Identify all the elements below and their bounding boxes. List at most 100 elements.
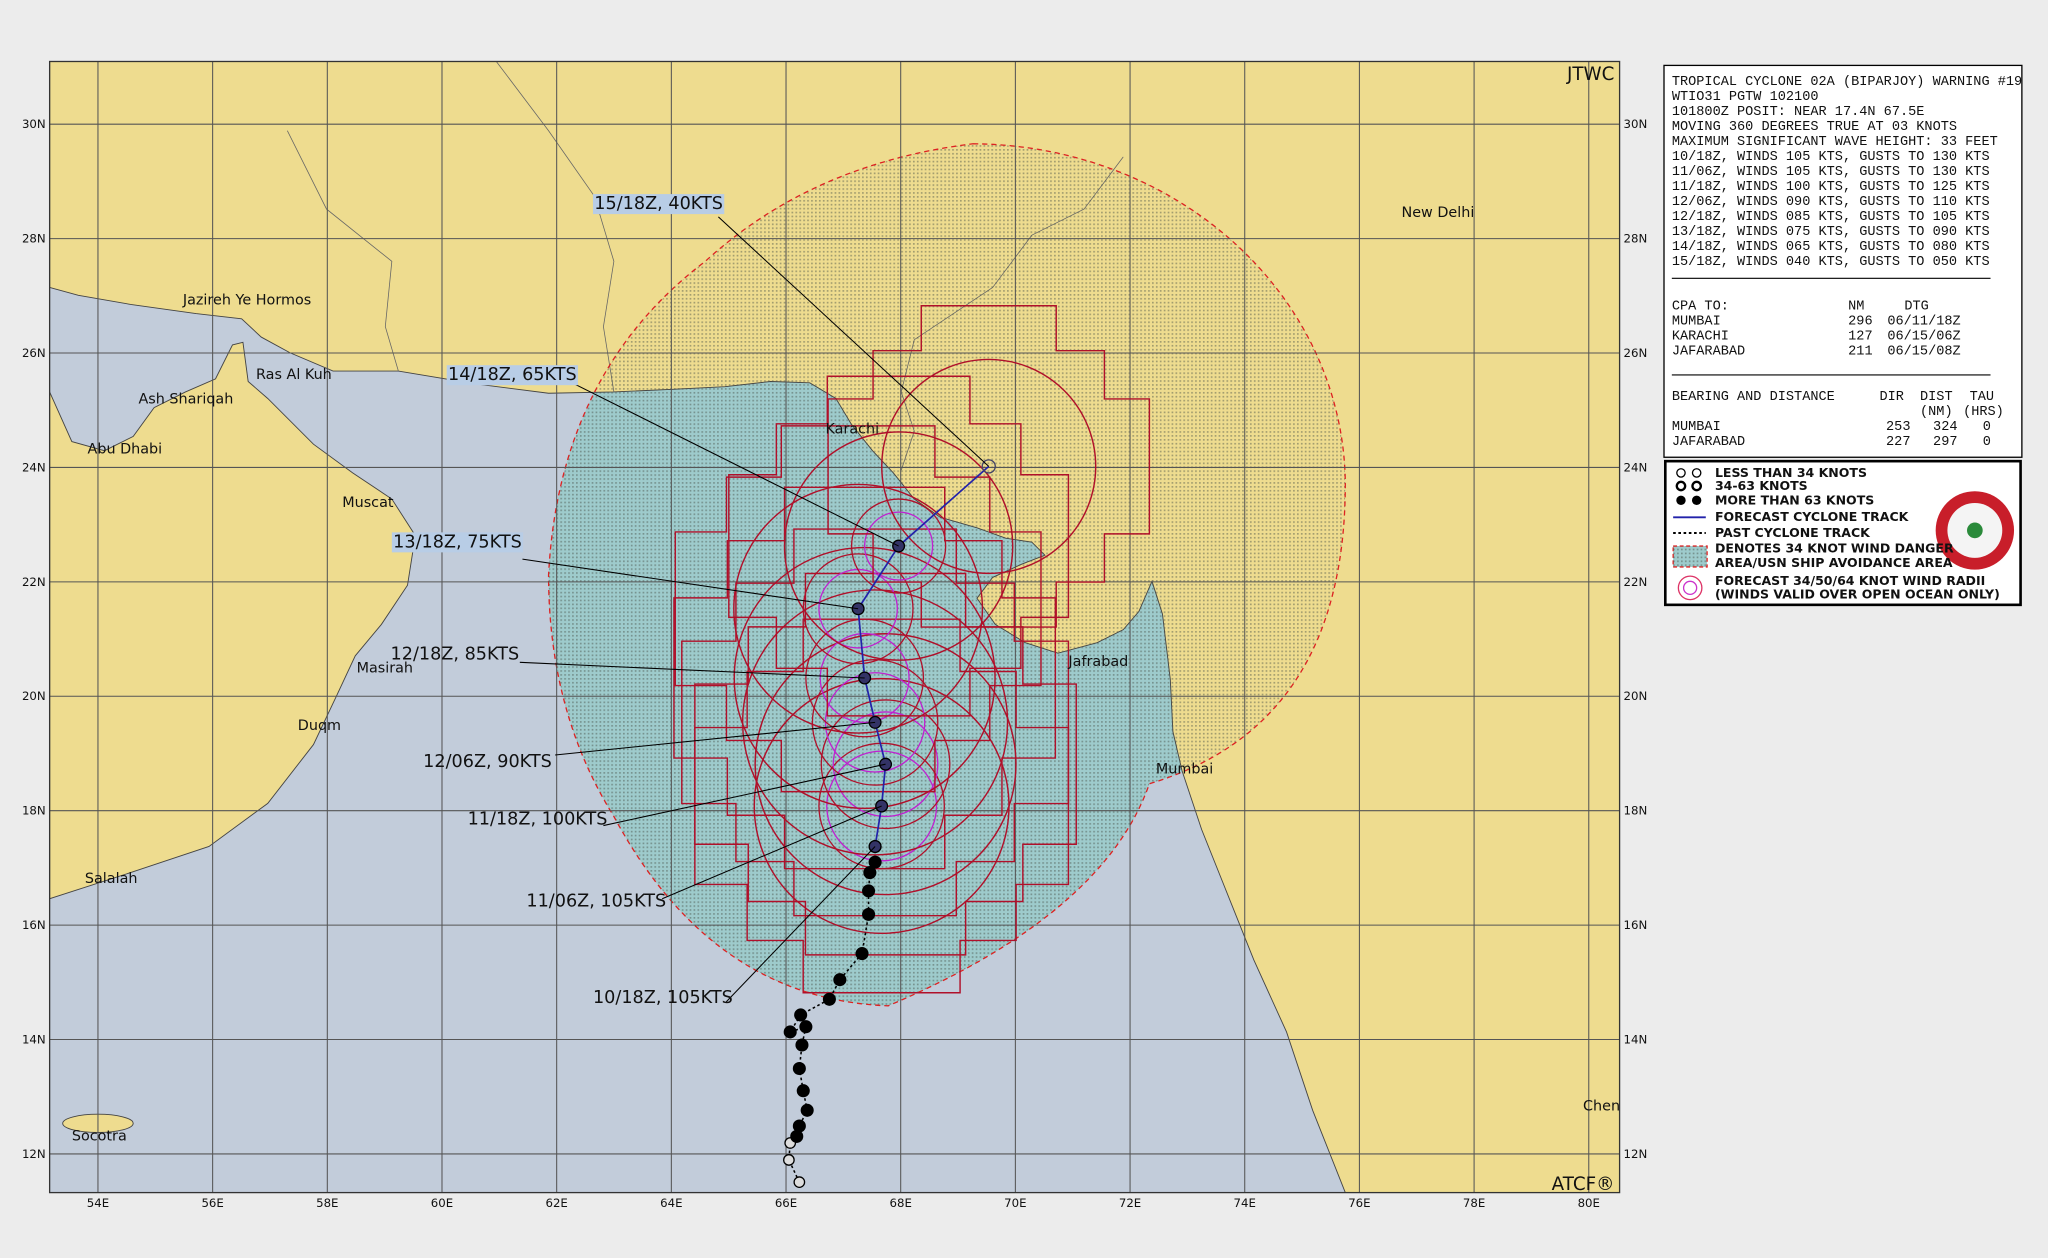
agency: JTWC (1566, 64, 1614, 85)
place-names: New Delhi Jazireh Ye Hormos Ras Al Kuh Ash … (72, 205, 1629, 1144)
lon-label: 74E (1234, 1196, 1256, 1210)
radius-50kt (805, 618, 925, 738)
lon-label: 64E (660, 1196, 682, 1210)
lat-label: 22N (1624, 575, 1648, 589)
label-leader (555, 721, 876, 756)
cpa-cell: 06/11/18Z (1887, 315, 1960, 330)
bearing-header: DIR (1880, 390, 1904, 405)
past-position (796, 1084, 810, 1098)
past-position (862, 907, 876, 921)
track-labels: 15/18Z, 40KTS 14/18Z, 65KTS 13/18Z, 75KTS 1… (391, 194, 990, 1008)
place-name: Chenn (1583, 1098, 1629, 1114)
border (496, 61, 615, 393)
legend-label: FORECAST CYCLONE TRACK (1715, 509, 1910, 524)
track-label: 12/18Z, 85KTS (391, 645, 520, 665)
legend-label: DENOTES 34 KNOT WIND DANGER (1715, 541, 1954, 556)
wind-radii (673, 305, 1151, 994)
land (49, 341, 416, 900)
past-position (790, 1129, 804, 1143)
lon-label: 70E (1004, 1196, 1026, 1210)
lon-label: 76E (1348, 1196, 1370, 1210)
bearing-cell: 227 (1886, 435, 1910, 450)
lat-label: 18N (1624, 804, 1648, 818)
border (286, 130, 399, 372)
legend-label: AREA/USN SHIP AVOIDANCE AREA (1715, 555, 1953, 570)
bearing-cell: 297 (1933, 435, 1957, 450)
past-position (862, 884, 876, 898)
warning-line: WTIO31 PGTW 102100 (1672, 90, 1819, 105)
label-highlight (391, 532, 524, 553)
radius-34kt (733, 483, 984, 734)
cpa-cell: 296 (1848, 315, 1872, 330)
avoidance-box (694, 572, 1077, 956)
track-label: 12/06Z, 90KTS (423, 752, 552, 772)
track-label: 11/06Z, 105KTS (526, 892, 666, 912)
place-name: Duqm (298, 718, 341, 734)
bearing-header: DIST (1920, 390, 1953, 405)
lat-label: 26N (22, 346, 46, 360)
cpa-cell: 06/15/08Z (1887, 345, 1960, 360)
place-name: Muscat (342, 495, 394, 511)
warning-line: 101800Z POSIT: NEAR 17.4N 67.5E (1672, 105, 1925, 120)
bearing-unit: (HRS) (1963, 405, 2004, 420)
avoidance-box (728, 375, 1070, 717)
bearing-cell: 253 (1886, 420, 1910, 435)
warning-line: 13/18Z, WINDS 075 KTS, GUSTS TO 090 KTS (1672, 225, 1990, 240)
warning-line: MAXIMUM SIGNIFICANT WAVE HEIGHT: 33 FEET (1672, 135, 1998, 150)
label-highlight (592, 194, 725, 215)
past-position (822, 992, 836, 1006)
cpa-header: NM (1848, 300, 1864, 315)
lat-label: 12N (1624, 1147, 1648, 1161)
lon-label: 60E (431, 1196, 453, 1210)
forecast-track (857, 465, 990, 847)
place-name: Salalah (85, 871, 138, 887)
warning-line: 14/18Z, WINDS 065 KTS, GUSTS TO 080 KTS (1672, 240, 1990, 255)
label-leader (522, 558, 859, 610)
bearing-unit: (NM) (1920, 405, 1953, 420)
place-name: Abu Dhabi (88, 441, 163, 457)
past-position (799, 1020, 813, 1034)
past-position (868, 855, 882, 869)
lon-label: 72E (1119, 1196, 1141, 1210)
track-label: 10/18Z, 105KTS (593, 988, 733, 1008)
radius-64kt (864, 511, 934, 581)
legend-label: LESS THAN 34 KNOTS (1715, 465, 1867, 480)
bearing-header: TAU (1970, 390, 1994, 405)
lat-label: 28N (1624, 232, 1648, 246)
track-label: 11/18Z, 100KTS (468, 809, 608, 829)
lat-label: 16N (1624, 918, 1648, 932)
past-position (794, 1008, 808, 1022)
bearing-cell: MUMBAI (1672, 420, 1721, 435)
warning-line: 11/06Z, WINDS 105 KTS, GUSTS TO 130 KTS (1672, 165, 1990, 180)
radius-50kt (850, 498, 947, 594)
legend-icon (1691, 495, 1702, 506)
lat-label: 20N (1624, 689, 1648, 703)
lat-label: 20N (22, 689, 46, 703)
legend-icon (1682, 580, 1698, 596)
warning-line: 15/18Z, WINDS 040 KTS, GUSTS TO 050 KTS (1672, 255, 1990, 270)
danger-area-outline (547, 143, 1346, 1007)
bearing-cell: JAFARABAD (1672, 435, 1745, 450)
radius-50kt (820, 699, 951, 830)
warning-line: 12/06Z, WINDS 090 KTS, GUSTS TO 110 KTS (1672, 195, 1990, 210)
lat-label: 18N (22, 804, 46, 818)
warning-line: MOVING 360 DEGREES TRUE AT 03 KNOTS (1672, 120, 1957, 135)
lon-label: 68E (890, 1196, 912, 1210)
legend-icon (1676, 468, 1686, 478)
label-leader (725, 846, 876, 1003)
lon-label: 80E (1578, 1196, 1600, 1210)
label-leader (519, 661, 865, 679)
past-position (863, 866, 877, 880)
warning-panel (1663, 64, 2023, 458)
legend-label: PAST CYCLONE TRACK (1715, 525, 1871, 540)
lon-label: 58E (316, 1196, 338, 1210)
lon-label: 54E (87, 1196, 109, 1210)
cyclone-track (783, 459, 996, 1189)
warning-line: 12/18Z, WINDS 085 KTS, GUSTS TO 105 KTS (1672, 210, 1990, 225)
past-position (833, 973, 847, 987)
warning-text: TROPICAL CYCLONE 02A (BIPARJOY) WARNING … (1672, 75, 2022, 450)
warning-line: TROPICAL CYCLONE 02A (BIPARJOY) WARNING … (1672, 75, 2022, 90)
past-position (795, 1038, 809, 1052)
